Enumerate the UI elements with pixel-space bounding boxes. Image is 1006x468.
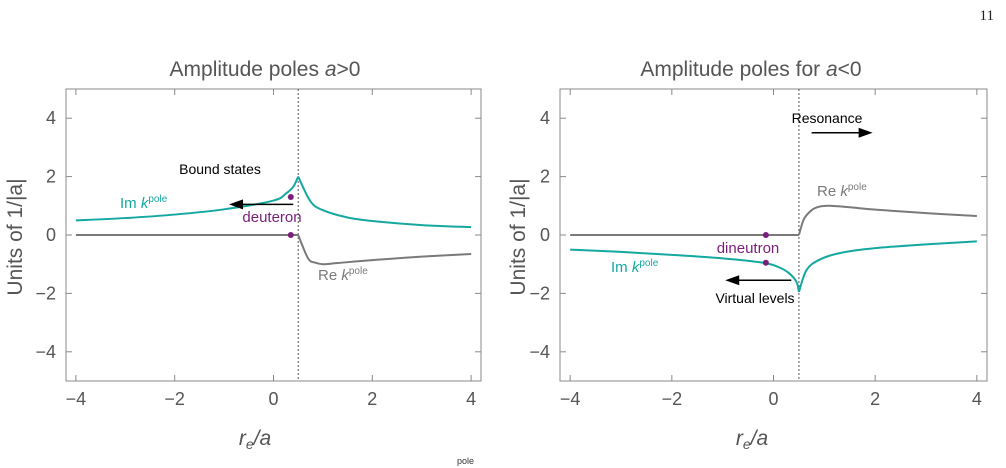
- im-k-pole-label: Im kpole: [120, 194, 168, 212]
- x-axis-label: re/a: [239, 427, 271, 450]
- annotation-arrow-2-head: [858, 127, 873, 138]
- pole-point-label: deuteron: [242, 209, 301, 226]
- x-tick-label: −4: [66, 389, 87, 409]
- y-tick-label: 2: [540, 167, 550, 187]
- y-tick-label: −4: [529, 342, 550, 362]
- pole-point: [762, 259, 769, 266]
- im-k-pole-sup: pole: [148, 194, 167, 205]
- y-tick-label: −2: [35, 283, 56, 303]
- re-k-pole-label: Re kpole: [817, 182, 867, 200]
- y-tick-label: −4: [35, 342, 56, 362]
- x-tick-label: −2: [662, 389, 683, 409]
- y-tick-label: −2: [529, 283, 550, 303]
- pole-point-label: dineutron: [717, 240, 780, 257]
- x-tick-label: −2: [164, 389, 185, 409]
- page-number: 11: [979, 8, 994, 24]
- x-axis-label: re/a: [736, 427, 768, 450]
- re-k-pole-line: [297, 234, 472, 266]
- chart-a-positive: Amplitude poles a>0 Units of 1/|a| re/a …: [4, 58, 482, 450]
- re-k-pole-sup: pole: [349, 266, 368, 277]
- y-tick-label: 4: [540, 108, 550, 128]
- plot-area: −4 −2 0 2 4 −4 −2 0 2 4 Im kpole Re kpole deuteron Bo…: [35, 88, 482, 409]
- im-k-pole-line: [297, 176, 472, 229]
- im-k-pole-sup: pole: [639, 258, 658, 269]
- annotation-arrow-head: [229, 199, 244, 210]
- x-tick-label: −4: [560, 389, 581, 409]
- re-k-pole-sup: pole: [848, 182, 867, 193]
- pole-point: [762, 232, 769, 238]
- annotation-arrow-head: [725, 275, 740, 286]
- x-tick-label: 2: [367, 389, 377, 409]
- im-k-pole-label: Im kpole: [611, 258, 659, 276]
- re-k-pole-label: Re kpole: [318, 266, 368, 284]
- y-axis-label: Units of 1/|a|: [4, 178, 27, 295]
- pole-point: [287, 232, 294, 238]
- y-tick-label: 4: [46, 108, 56, 128]
- x-tick-label: 0: [768, 389, 778, 409]
- caption-superscript: pole: [457, 456, 474, 466]
- im-k-pole-line: [797, 240, 977, 293]
- arrow-label: Bound states: [179, 161, 261, 177]
- x-tick-label: 4: [972, 389, 982, 409]
- arrow-label-2: Resonance: [792, 110, 863, 126]
- arrow-label: Virtual levels: [715, 290, 794, 306]
- y-tick-label: 0: [46, 225, 56, 245]
- x-tick-label: 2: [870, 389, 880, 409]
- chart-a-negative: Amplitude poles for a<0 Units of 1/|a| r…: [507, 58, 988, 450]
- x-tick-label: 4: [466, 389, 476, 409]
- y-tick-label: 0: [540, 225, 550, 245]
- y-tick-label: 2: [46, 167, 56, 187]
- x-tick-label: 0: [268, 389, 278, 409]
- pole-point: [287, 194, 294, 201]
- caption-fragment: pole: [457, 456, 474, 466]
- y-axis-label: Units of 1/|a|: [507, 178, 530, 295]
- chart-title: Amplitude poles a>0: [170, 58, 361, 81]
- chart-title: Amplitude poles for a<0: [640, 58, 861, 81]
- re-k-pole-line: [797, 204, 977, 236]
- plot-area: −4 −2 0 2 4 −4 −2 0 2 4 Im kpole Re kpole dineutron V…: [529, 88, 988, 409]
